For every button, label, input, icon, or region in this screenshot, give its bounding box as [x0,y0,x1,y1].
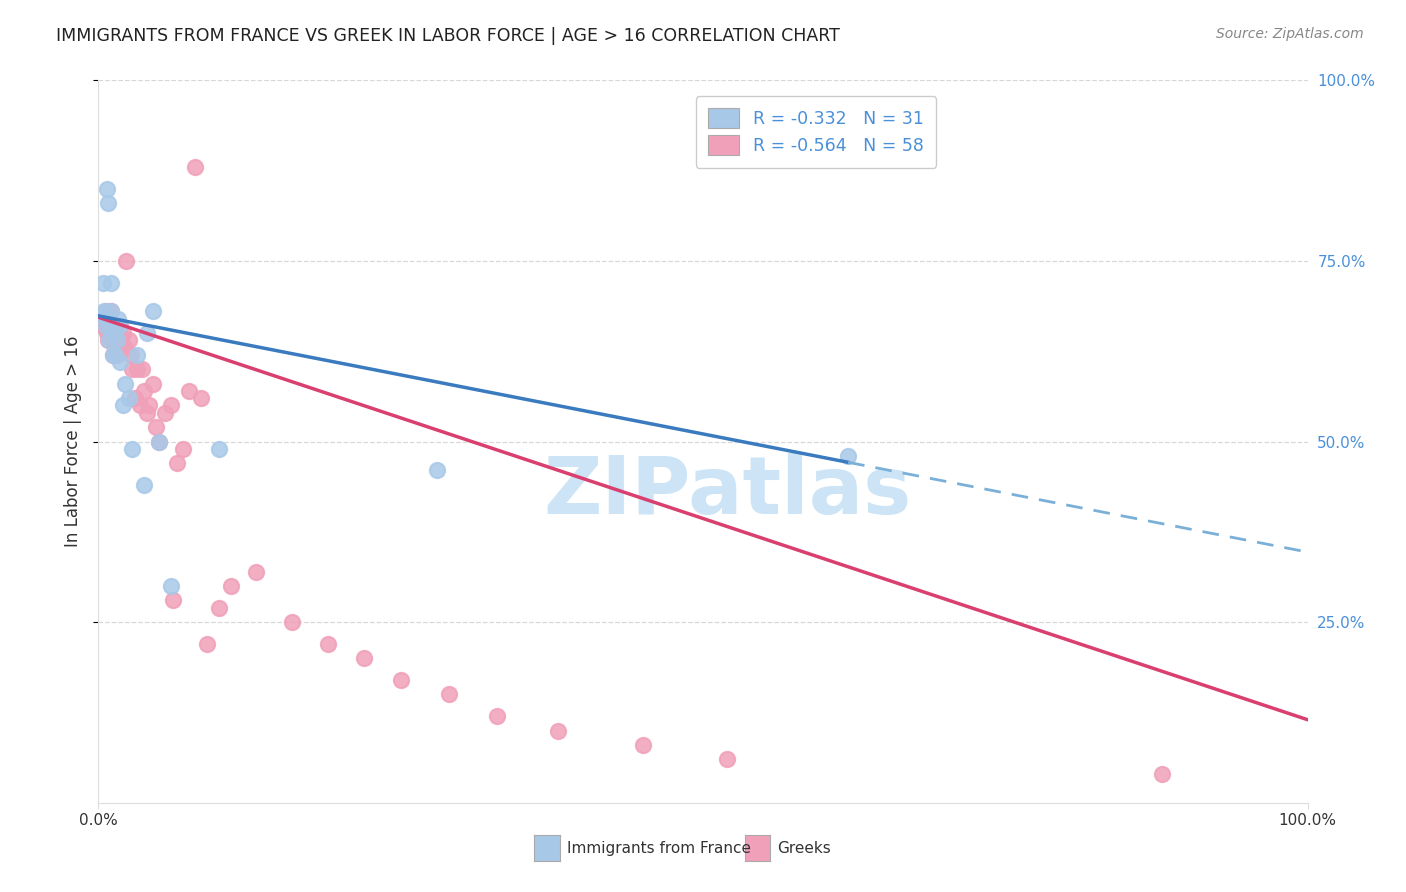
Point [437,687,460,701]
Point [153,406,176,420]
Point [91,276,114,290]
Point [96,326,118,340]
Point [389,673,412,687]
Point [104,348,127,362]
Point [160,398,183,412]
Point [160,579,183,593]
Point [127,362,149,376]
Point [124,391,146,405]
Point [93,304,115,318]
Point [108,355,131,369]
Point [837,449,859,463]
Point [103,326,125,340]
Point [486,709,509,723]
Point [114,341,136,355]
Point [100,304,122,318]
Point [101,326,124,340]
Point [281,615,304,630]
Point [184,160,207,174]
Point [104,341,127,355]
Point [100,304,122,318]
Point [162,593,184,607]
Point [115,253,138,268]
Point [142,376,165,391]
Point [111,326,134,340]
Point [166,456,188,470]
Point [547,723,569,738]
Point [134,478,156,492]
Point [96,182,118,196]
Point [221,579,243,593]
Y-axis label: In Labor Force | Age > 16: In Labor Force | Age > 16 [65,335,83,548]
Point [138,398,160,412]
Point [208,600,231,615]
Point [111,398,134,412]
Point [97,311,120,326]
Point [105,348,128,362]
Point [195,637,218,651]
Point [110,334,132,348]
Point [108,341,131,355]
Point [148,434,170,449]
Point [91,311,114,326]
Point [98,318,121,333]
Point [108,318,131,333]
Point [105,334,128,348]
Point [716,752,738,766]
Point [100,276,122,290]
Point [135,326,157,340]
Point [353,651,375,665]
Point [135,406,157,420]
Point [91,318,114,333]
Point [190,391,212,405]
Point [100,318,122,333]
Point [114,376,136,391]
Point [128,398,150,412]
Point [94,304,117,318]
Point [120,348,142,362]
Point [101,348,124,362]
Point [134,384,156,398]
Point [121,442,143,456]
Text: Greeks: Greeks [778,840,831,855]
Point [98,334,121,348]
Point [1152,767,1174,781]
Text: Immigrants from France: Immigrants from France [567,840,751,855]
Point [91,308,114,322]
Point [118,334,141,348]
Point [96,311,118,326]
Point [208,442,231,456]
Point [97,334,120,348]
Point [148,434,170,449]
Point [107,334,129,348]
Point [145,420,167,434]
Text: IMMIGRANTS FROM FRANCE VS GREEK IN LABOR FORCE | AGE > 16 CORRELATION CHART: IMMIGRANTS FROM FRANCE VS GREEK IN LABOR… [56,27,841,45]
Point [107,311,129,326]
Point [94,318,117,333]
Point [103,334,125,348]
Point [142,304,165,318]
Point [118,391,141,405]
Point [631,738,654,752]
Text: Source: ZipAtlas.com: Source: ZipAtlas.com [1216,27,1364,41]
Point [245,565,267,579]
Point [100,326,122,340]
Point [121,362,143,376]
Legend: R = -0.332   N = 31, R = -0.564   N = 58: R = -0.332 N = 31, R = -0.564 N = 58 [696,96,936,168]
Point [100,318,122,333]
Point [131,362,153,376]
Point [93,318,115,333]
Point [108,318,131,333]
Point [97,196,120,211]
Point [316,637,339,651]
Point [172,442,194,456]
Point [179,384,201,398]
Point [101,348,124,362]
Point [426,463,449,477]
Point [127,348,149,362]
Text: ZIPatlas: ZIPatlas [543,453,911,531]
